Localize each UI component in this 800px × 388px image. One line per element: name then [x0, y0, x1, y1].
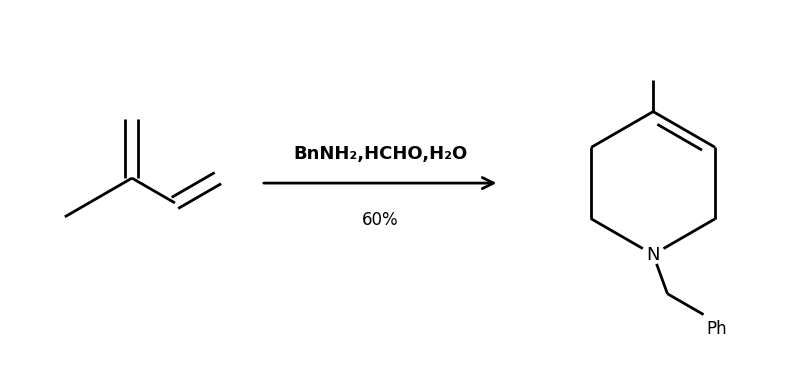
Text: N: N [646, 246, 660, 263]
Text: Ph: Ph [706, 320, 727, 338]
Text: 60%: 60% [362, 211, 398, 229]
Text: BnNH₂,HCHO,H₂O: BnNH₂,HCHO,H₂O [293, 145, 467, 163]
